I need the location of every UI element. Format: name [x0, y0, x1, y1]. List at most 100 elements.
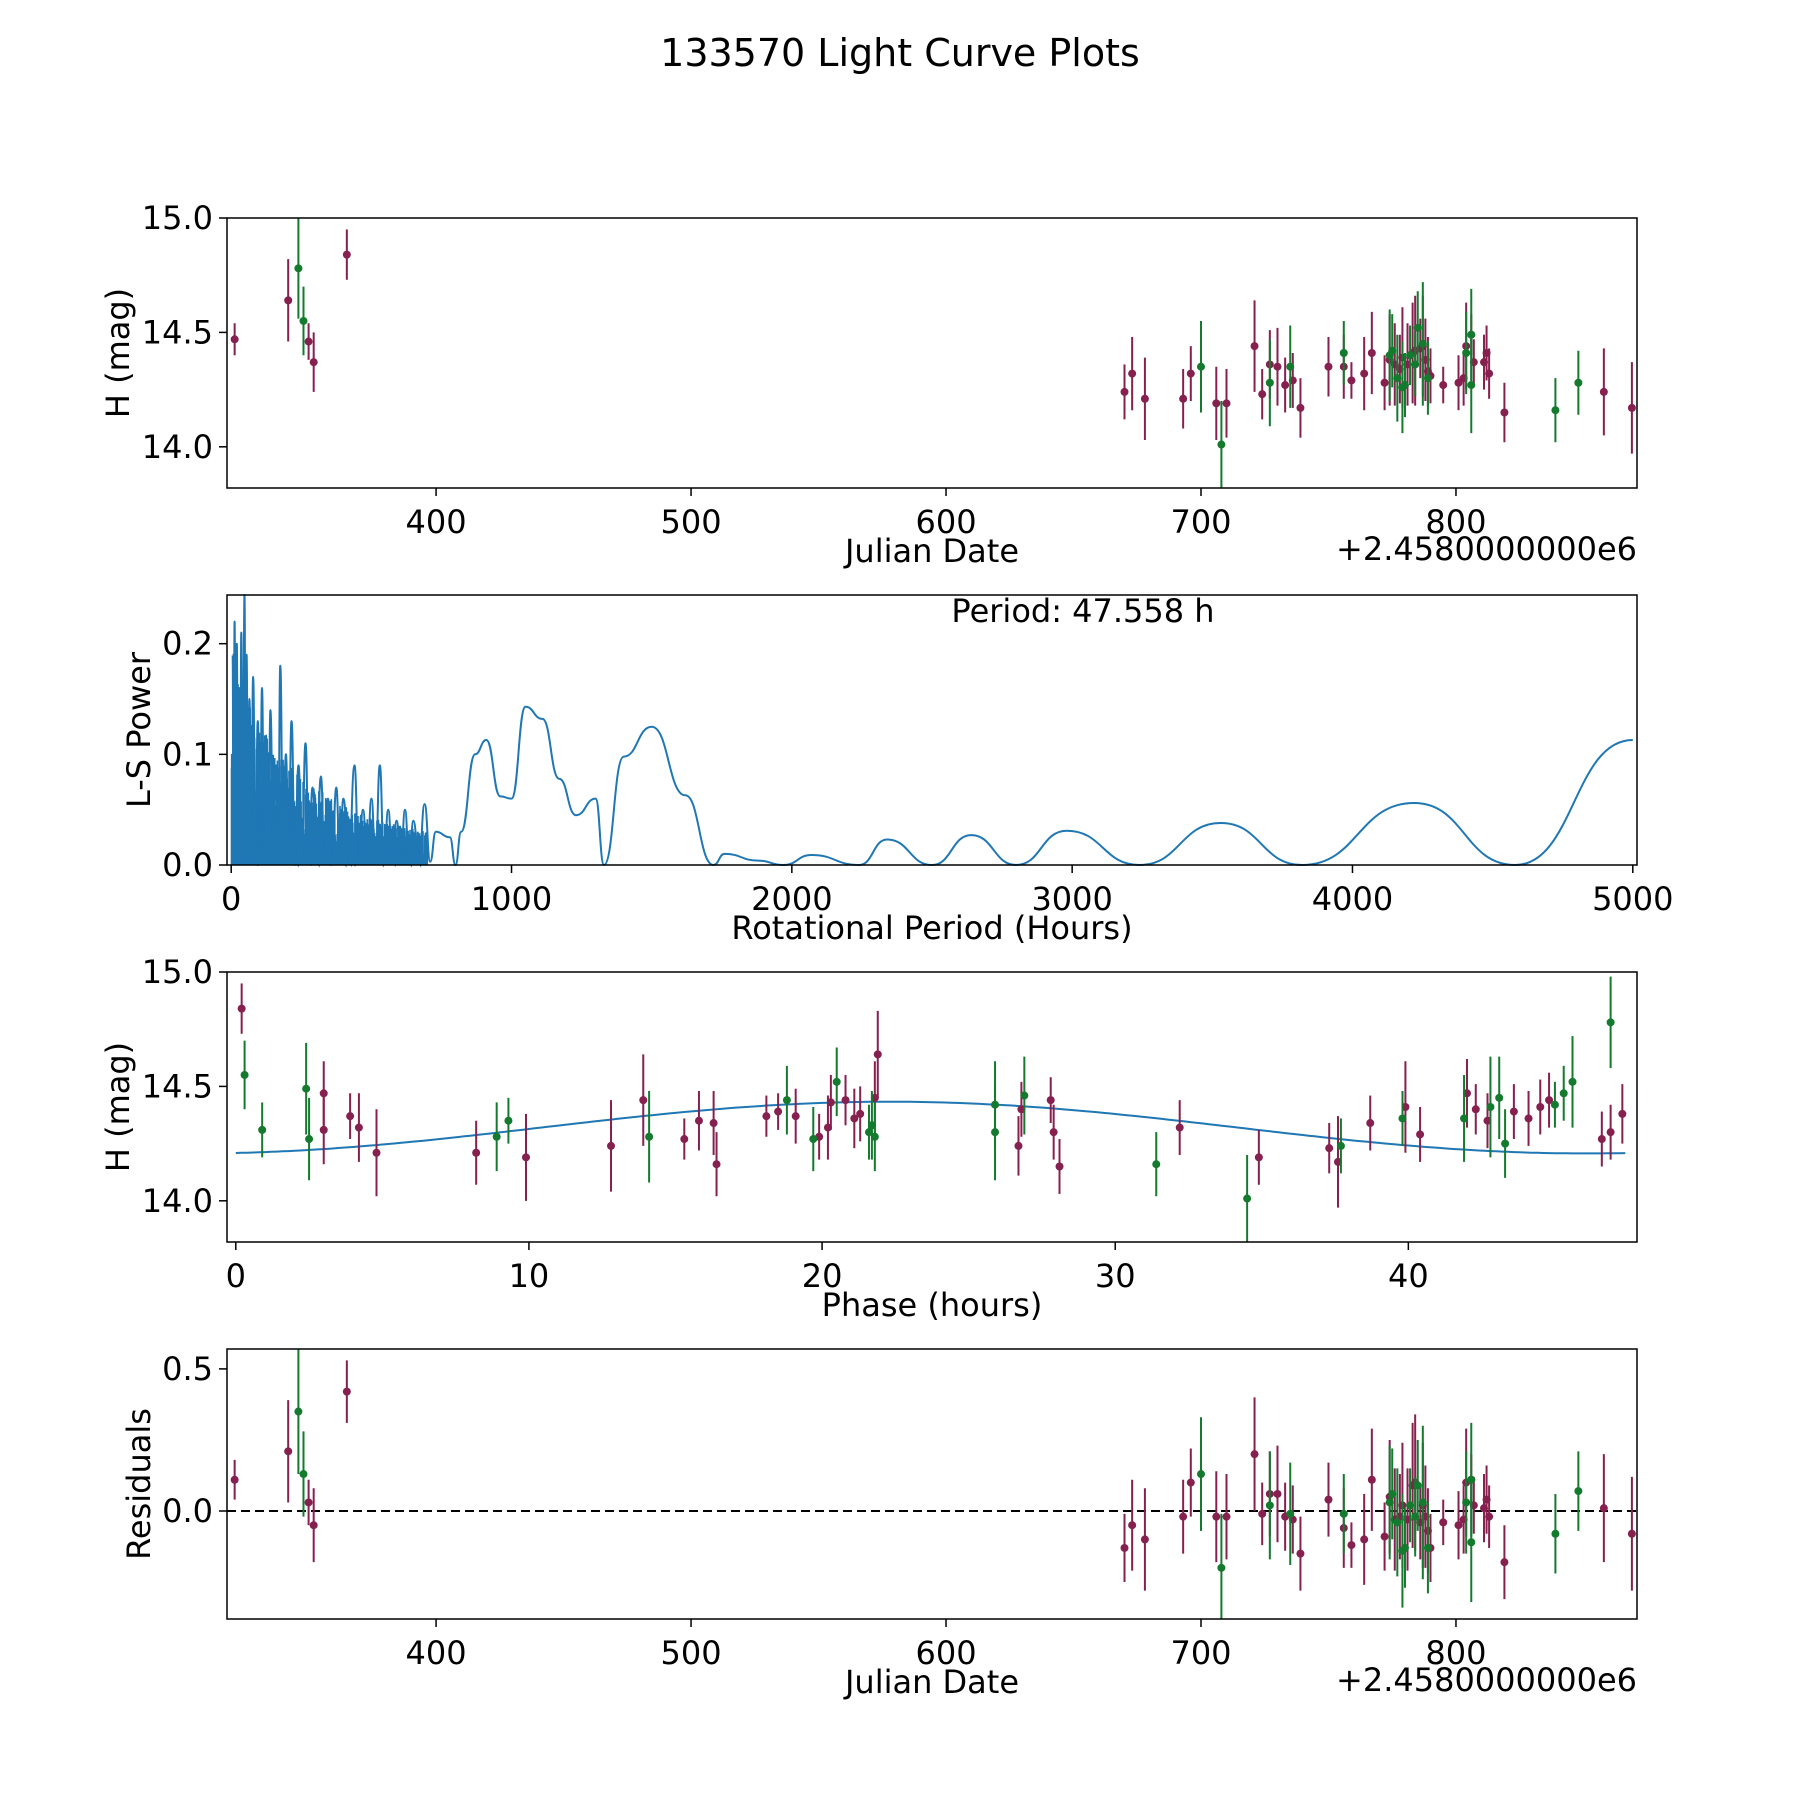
x-tick-label: 400 — [406, 503, 467, 541]
data-point — [1467, 381, 1476, 390]
data-point — [1339, 1509, 1348, 1518]
data-point — [1439, 1518, 1448, 1527]
data-point — [639, 1096, 648, 1105]
data-point — [1339, 349, 1348, 357]
data-point — [1336, 1141, 1345, 1150]
data-point — [1366, 1119, 1375, 1128]
data-point — [1559, 1089, 1568, 1098]
y-tick-label: 14.0 — [142, 428, 213, 466]
data-point — [1467, 1475, 1476, 1484]
data-point — [1454, 378, 1463, 387]
x-tick-label: 2000 — [751, 880, 832, 918]
data-point — [472, 1148, 481, 1157]
periodogram-panel: 0 1000 2000 3000 4000 5000 0.0 0.1 0.2 Period: 4… — [120, 592, 1674, 947]
data-point — [1296, 1549, 1305, 1558]
data-point — [1599, 387, 1608, 396]
data-point — [680, 1135, 689, 1144]
data-point — [1599, 1504, 1608, 1513]
data-point — [372, 1148, 381, 1157]
lightcurve-ylabel: H (mag) — [99, 288, 137, 418]
data-point — [302, 1084, 311, 1093]
data-point — [1179, 394, 1188, 403]
x-tick-label: 4000 — [1312, 880, 1393, 918]
data-point — [1367, 1475, 1376, 1484]
data-point — [1485, 369, 1494, 378]
data-point — [1258, 390, 1267, 399]
x-tick-label: 800 — [1425, 503, 1486, 541]
data-point — [1400, 1543, 1409, 1552]
x-tick-label: 0 — [221, 880, 241, 918]
data-point — [1254, 1153, 1263, 1162]
periodogram-plot-area — [226, 594, 1638, 866]
data-point — [1120, 1543, 1129, 1552]
data-point — [850, 1114, 859, 1123]
data-point — [1152, 1160, 1161, 1169]
data-point — [1324, 1495, 1333, 1504]
x-tick-label: 3000 — [1031, 880, 1112, 918]
data-point — [294, 264, 303, 273]
data-point — [492, 1132, 501, 1141]
data-point — [1286, 362, 1295, 371]
residuals-marks — [227, 1349, 1637, 1619]
data-point — [299, 316, 308, 325]
data-point — [1406, 1501, 1415, 1510]
data-point — [1439, 381, 1448, 390]
data-point — [1196, 362, 1205, 371]
data-point — [304, 337, 313, 346]
data-point — [1222, 399, 1231, 408]
data-point — [1413, 323, 1422, 332]
x-tick-label: 1000 — [471, 880, 552, 918]
data-point — [1281, 381, 1290, 390]
y-tick-label: 0.1 — [162, 735, 213, 773]
data-point — [774, 1107, 783, 1116]
data-point — [1140, 1535, 1149, 1544]
data-point — [1398, 1114, 1407, 1123]
phased-marks — [235, 976, 1627, 1242]
data-point — [1495, 1093, 1504, 1102]
residuals-panel: 400 500 600 700 800 0.0 0.5 Julian Date +2.458… — [120, 1348, 1638, 1701]
y-tick-label: 14.0 — [142, 1182, 213, 1220]
x-tick-label: 700 — [1170, 503, 1231, 541]
data-point — [299, 1470, 308, 1479]
data-point — [709, 1119, 718, 1128]
lightcurve-offset-label: +2.4580000000e6 — [1336, 530, 1637, 568]
x-tick-label: 500 — [661, 1634, 722, 1672]
data-point — [1462, 1498, 1471, 1507]
periodogram-xlabel: Rotational Period (Hours) — [731, 909, 1132, 947]
data-point — [1471, 1105, 1480, 1114]
data-point — [504, 1116, 513, 1125]
data-point — [1418, 1498, 1427, 1507]
data-point — [1618, 1109, 1627, 1118]
lightcurve-ticks: 400 500 600 700 800 14.0 14.5 15.0 — [142, 199, 1487, 541]
data-point — [1380, 378, 1389, 387]
data-point — [1423, 374, 1432, 383]
y-tick-label: 15.0 — [142, 199, 213, 237]
data-point — [1486, 1103, 1495, 1111]
x-tick-label: 10 — [509, 1257, 550, 1295]
data-point — [1485, 1512, 1494, 1521]
x-tick-label: 20 — [802, 1257, 843, 1295]
y-tick-label: 0.5 — [162, 1350, 213, 1388]
data-point — [694, 1116, 703, 1125]
data-point — [832, 1077, 841, 1086]
data-point — [1388, 346, 1397, 355]
x-tick-label: 700 — [1170, 1634, 1231, 1672]
x-tick-label: 5000 — [1592, 880, 1673, 918]
data-point — [1212, 1512, 1221, 1521]
data-point — [1250, 342, 1259, 351]
data-point — [1393, 374, 1402, 383]
lightcurve-plot-area — [226, 217, 1638, 489]
x-tick-label: 600 — [915, 503, 976, 541]
data-point — [1360, 369, 1369, 378]
data-point — [1597, 1135, 1606, 1144]
data-point — [1536, 1103, 1545, 1111]
data-point — [870, 1132, 879, 1141]
data-point — [1128, 1521, 1137, 1530]
data-point — [1574, 378, 1583, 387]
data-point — [1467, 330, 1476, 339]
data-point — [1347, 376, 1356, 385]
y-tick-label: 0.0 — [162, 846, 213, 884]
data-point — [1413, 1481, 1422, 1490]
model-curve — [235, 1100, 1626, 1155]
data-point — [1423, 1543, 1432, 1552]
